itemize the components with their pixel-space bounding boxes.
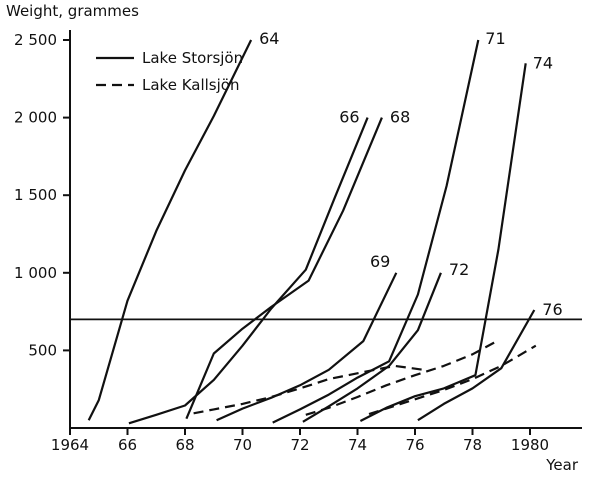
y-tick-label: 1 500 bbox=[14, 186, 57, 204]
cohort-label-66: 66 bbox=[339, 108, 359, 127]
x-tick-label: 74 bbox=[348, 436, 367, 454]
cohort-label-69: 69 bbox=[370, 252, 390, 271]
x-tick-label: 1964 bbox=[51, 436, 89, 454]
legend-label-solid: Lake Storsjön bbox=[142, 49, 243, 67]
series-lines bbox=[87, 39, 537, 425]
x-tick-label: 76 bbox=[405, 436, 424, 454]
cohort-label-72: 72 bbox=[449, 260, 469, 279]
series-line-storsjon-year-class-66 bbox=[128, 117, 369, 425]
x-tick-label: 68 bbox=[175, 436, 194, 454]
series-line-kallsjon-year-class-72 bbox=[305, 340, 497, 416]
legend: Lake Storsjön Lake Kallsjön bbox=[96, 49, 243, 94]
x-tick-label: 78 bbox=[463, 436, 482, 454]
series-line-storsjon-year-class-68 bbox=[185, 117, 383, 420]
series-line-storsjon-year-class-72 bbox=[302, 272, 442, 423]
x-tick-label: 1980 bbox=[511, 436, 549, 454]
y-axis-title: Weight, grammes bbox=[6, 2, 139, 20]
legend-label-dashed: Lake Kallsjön bbox=[142, 76, 239, 94]
series-line-kallsjon-year-class-68 bbox=[193, 364, 424, 415]
axes: 1964 66 68 70 72 74 76 78 1980 500 1 000 1 500 2 000… bbox=[14, 30, 582, 454]
series-line-storsjon-year-class-69 bbox=[216, 272, 398, 422]
x-axis-title: Year bbox=[545, 456, 579, 474]
x-tick-label: 66 bbox=[118, 436, 137, 454]
y-tick-label: 2 000 bbox=[14, 109, 57, 127]
cohort-label-71: 71 bbox=[485, 29, 505, 48]
x-tick-label: 70 bbox=[233, 436, 252, 454]
series-line-kallsjon-year-class-74 bbox=[368, 344, 537, 416]
x-tick-label: 72 bbox=[290, 436, 309, 454]
y-tick-label: 500 bbox=[28, 341, 57, 359]
cohort-label-74: 74 bbox=[533, 53, 553, 72]
cohort-label-76: 76 bbox=[542, 300, 562, 319]
cohort-label-68: 68 bbox=[390, 108, 410, 127]
y-tick-label: 1 000 bbox=[14, 264, 57, 282]
series-line-storsjon-year-class-76 bbox=[417, 309, 536, 422]
y-tick-label: 2 500 bbox=[14, 31, 57, 49]
cohort-label-64: 64 bbox=[259, 29, 279, 48]
series-line-storsjon-year-class-64 bbox=[87, 39, 253, 421]
cohort-labels: 64 66 68 69 71 72 74 76 bbox=[259, 29, 563, 319]
